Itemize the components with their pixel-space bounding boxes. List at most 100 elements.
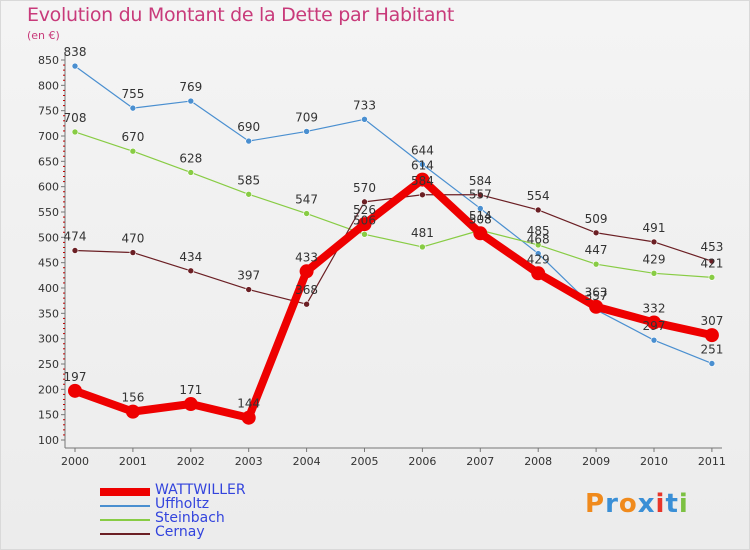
x-tick-label: 2005 [351, 455, 379, 468]
data-point [650, 270, 658, 277]
series-line-cernay [74, 194, 713, 305]
data-label: 491 [643, 221, 666, 235]
data-point [361, 198, 368, 206]
logo-letter: o [618, 489, 638, 519]
data-point [125, 404, 140, 419]
series-line-steinbach [74, 131, 713, 278]
logo-letter: x [637, 489, 656, 519]
data-label: 357 [585, 289, 608, 303]
data-point [419, 191, 426, 199]
data-label: 509 [585, 212, 608, 226]
data-label: 709 [295, 110, 318, 124]
x-tick-label: 2001 [119, 455, 147, 468]
data-label: 570 [353, 181, 376, 195]
data-point [303, 128, 310, 135]
data-label: 197 [64, 370, 87, 384]
chart-title: Evolution du Montant de la Dette par Hab… [27, 4, 455, 26]
data-label: 628 [179, 151, 202, 165]
x-tick-label: 2003 [235, 455, 263, 468]
data-label: 468 [527, 233, 550, 247]
logo-letter: i [678, 489, 689, 519]
data-point [473, 226, 488, 241]
data-label: 481 [411, 226, 434, 240]
data-point [531, 266, 546, 281]
data-point [534, 241, 542, 249]
data-point [245, 137, 252, 145]
data-point [187, 169, 195, 176]
data-point [650, 336, 658, 344]
data-label: 670 [121, 130, 144, 144]
data-point [361, 230, 368, 238]
data-point [704, 328, 719, 343]
x-tick-label: 2010 [640, 455, 668, 468]
data-point [419, 243, 426, 251]
data-label: 429 [643, 252, 666, 266]
data-label: 332 [643, 301, 666, 315]
legend-swatch [100, 505, 150, 507]
y-tick-label: 450 [38, 257, 59, 270]
legend-label: Uffholtz [155, 496, 210, 512]
data-point [68, 383, 82, 398]
data-label: 506 [353, 213, 376, 227]
data-label: 433 [295, 250, 318, 264]
x-tick-label: 2004 [293, 455, 321, 468]
data-label: 474 [64, 230, 87, 244]
data-point [245, 286, 252, 293]
data-label: 838 [64, 45, 87, 59]
logo-letter: t [665, 489, 679, 519]
y-tick-label: 250 [38, 358, 59, 371]
data-label: 585 [237, 173, 260, 187]
data-point [183, 397, 198, 412]
data-label: 547 [295, 193, 318, 207]
data-label: 526 [353, 203, 376, 217]
data-point [647, 315, 661, 330]
data-point [419, 161, 426, 168]
proxiti-logo: Proxiti [585, 489, 689, 519]
y-axis-unit: (en €) [27, 29, 60, 42]
legend-label: WATTWILLER [155, 482, 246, 498]
data-point [71, 247, 79, 254]
y-tick-label: 500 [38, 231, 59, 244]
y-tick-label: 850 [38, 54, 59, 67]
data-label: 171 [179, 383, 202, 397]
data-label: 429 [527, 252, 550, 266]
y-tick-label: 750 [38, 105, 59, 118]
y-tick-label: 550 [38, 206, 59, 219]
data-label: 307 [700, 314, 723, 328]
data-point [129, 147, 137, 155]
data-point [299, 264, 314, 279]
logo-letter: P [585, 489, 606, 519]
data-point [592, 260, 600, 268]
y-tick-label: 800 [38, 79, 59, 92]
x-tick-label: 2009 [582, 455, 610, 468]
data-label: 363 [585, 286, 608, 300]
data-point [708, 274, 716, 281]
data-point [534, 206, 542, 214]
series-line-uffholtz [74, 65, 713, 365]
data-point [476, 205, 484, 212]
data-label: 508 [469, 212, 492, 226]
x-tick-label: 2006 [408, 455, 436, 468]
data-label: 485 [527, 224, 550, 238]
data-label: 251 [700, 342, 723, 356]
data-label: 733 [353, 98, 376, 112]
data-label: 156 [121, 391, 144, 405]
legend-label: Steinbach [155, 510, 225, 526]
data-label: 397 [237, 269, 260, 283]
x-tick-label: 2002 [177, 455, 205, 468]
y-tick-label: 700 [38, 130, 59, 143]
data-label: 453 [700, 240, 723, 254]
data-label: 557 [469, 187, 492, 201]
data-label: 554 [527, 189, 550, 203]
data-label: 614 [411, 159, 434, 173]
data-label: 297 [643, 319, 666, 333]
data-point [650, 238, 658, 246]
data-label: 708 [64, 111, 87, 125]
x-tick-label: 2000 [61, 455, 89, 468]
data-point [476, 191, 484, 199]
legend-swatch [100, 488, 150, 496]
y-tick-label: 400 [38, 282, 59, 295]
data-label: 447 [585, 243, 608, 257]
logo-letter: i [655, 489, 666, 519]
